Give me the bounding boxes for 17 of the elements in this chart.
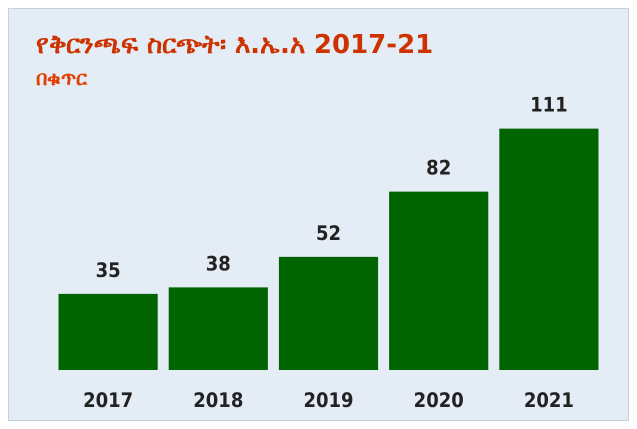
bar bbox=[389, 192, 488, 370]
data-label: 38 bbox=[206, 251, 231, 276]
x-tick-label: 2018 bbox=[193, 388, 244, 412]
data-label: 35 bbox=[96, 258, 121, 282]
x-tick-label: 2017 bbox=[83, 388, 134, 412]
x-tick-label: 2020 bbox=[414, 388, 464, 412]
data-label: 82 bbox=[426, 156, 452, 180]
chart-title: የቅርንጫፍ ስርጭት፡ እ.ኤ.አ 2017-21 bbox=[36, 30, 434, 60]
bar bbox=[278, 256, 378, 370]
data-label: 111 bbox=[530, 92, 568, 117]
bar bbox=[499, 128, 598, 370]
chart-subtitle: በቁጥር bbox=[36, 66, 88, 90]
x-tick-label: 2019 bbox=[303, 388, 354, 412]
data-label: 52 bbox=[316, 220, 342, 245]
bar bbox=[58, 294, 158, 370]
bar bbox=[168, 287, 268, 370]
x-tick-label: 2021 bbox=[524, 388, 574, 412]
